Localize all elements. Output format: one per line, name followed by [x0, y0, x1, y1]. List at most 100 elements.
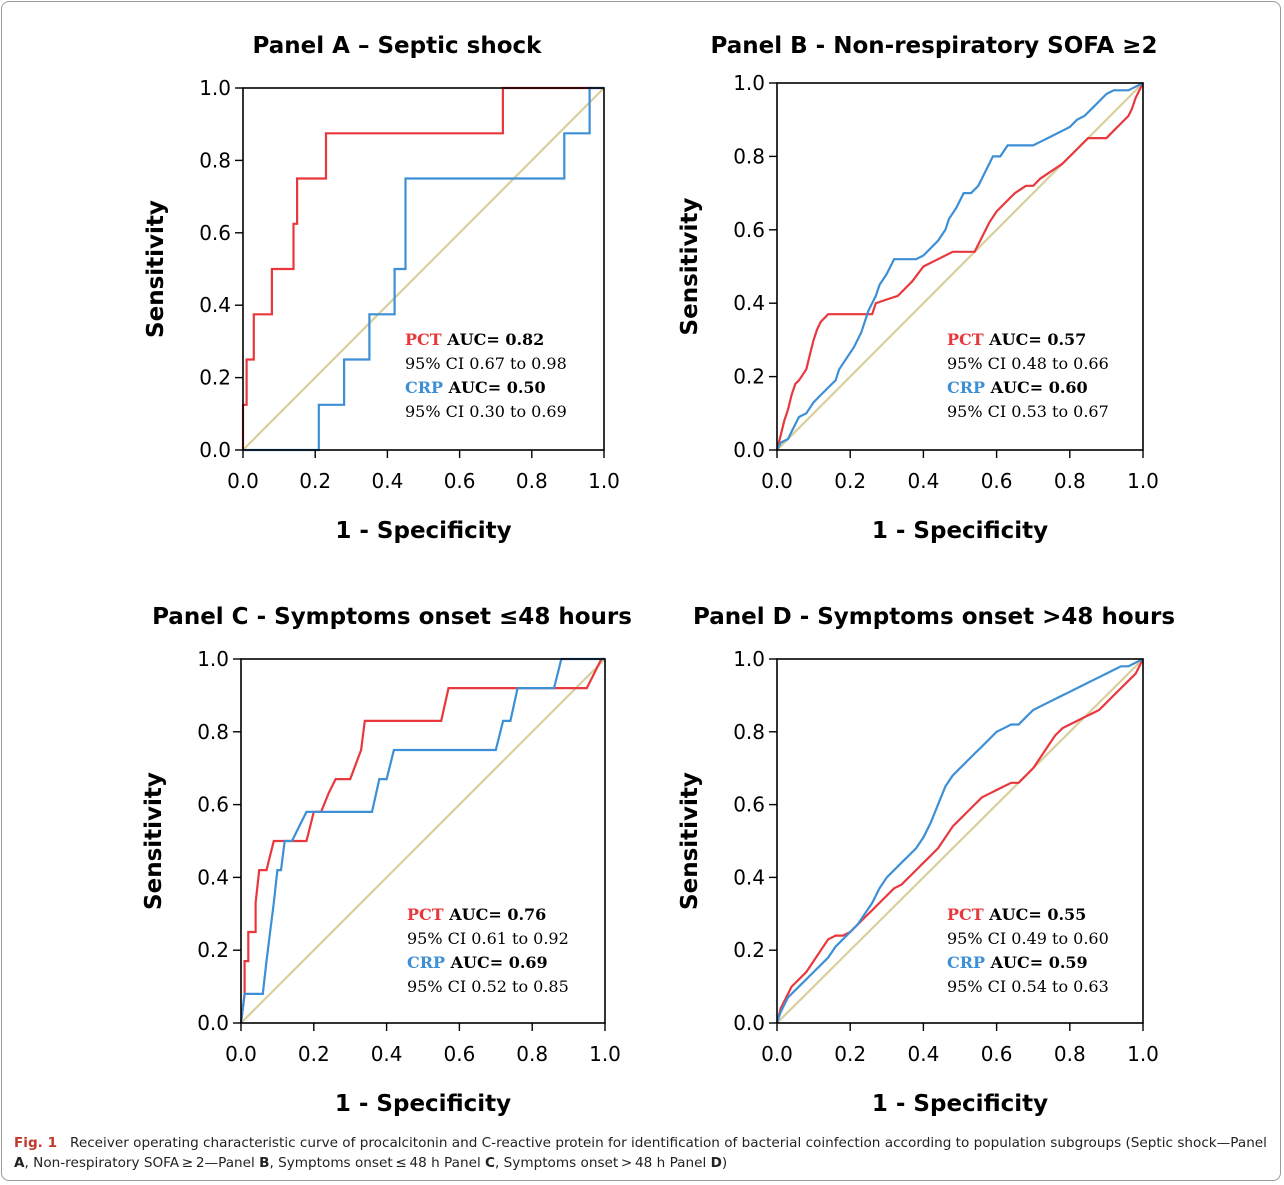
legend-text-span: PCT: [405, 330, 442, 349]
panel-b-y-tick-label: 0.2: [733, 365, 765, 389]
panel-d-plot-area: [776, 658, 1144, 1024]
panel-c-x-tick-label: 0.6: [443, 1042, 475, 1066]
panel-a-y-tick-label: 0.6: [199, 221, 231, 245]
legend-text-span: CRP: [947, 378, 985, 397]
panel-a-y-tick-label: 0.8: [199, 148, 231, 172]
legend-text-span: 95% CI 0.54 to 0.63: [947, 977, 1109, 996]
panel-a-x-tick-label: 0.6: [444, 469, 476, 493]
panel-a-x-tick-label: 1.0: [588, 469, 620, 493]
panel-d: Panel D - Symptoms onset >48 hours 0.0 0.0…: [677, 604, 1175, 1117]
panel-a-pct-curve: [241, 86, 604, 450]
panel-b-y-tick-label: 0.0: [733, 438, 765, 462]
legend-text-span: CRP: [407, 953, 445, 972]
panel-c-crp-curve: [239, 657, 605, 1024]
legend-text-span: AUC= 0.55: [984, 905, 1087, 924]
panel-c-legend: PCT AUC= 0.76 95% CI 0.61 to 0.92 CRP AUC=…: [407, 905, 569, 996]
panel-d-title: Panel D - Symptoms onset >48 hours: [693, 604, 1175, 630]
panel-d-legend: PCT AUC= 0.55 95% CI 0.49 to 0.60 CRP AUC=…: [947, 905, 1109, 996]
panel-d-x-tick-label: 0.2: [834, 1042, 866, 1066]
panel-a-x-tick-label: 0.4: [371, 469, 403, 493]
panel-c-reference-line: [240, 658, 606, 1024]
panel-a: Panel A – Septic shock 0.0 0.0 0.2 0.2 0.4 0.4…: [143, 33, 620, 544]
panel-a-legend-line: PCT AUC= 0.82: [405, 330, 544, 349]
panel-a-y-axis-title: Sensitivity: [143, 200, 169, 338]
legend-text-span: AUC= 0.59: [985, 953, 1088, 972]
panel-a-y-tick-label: 0.0: [199, 438, 231, 462]
panel-a-y-tick-label: 1.0: [199, 76, 231, 100]
panel-c-x-tick-label: 0.8: [516, 1042, 548, 1066]
panel-c-y-tick-label: 0.4: [197, 865, 229, 889]
panel-b: Panel B - Non-respiratory SOFA ≥2 0.0 0.0 0…: [677, 33, 1159, 544]
panel-c-y-tick-label: 0.2: [197, 938, 229, 962]
panel-b-pct-curve: [775, 82, 1144, 451]
panel-d-x-tick-label: 1.0: [1127, 1042, 1159, 1066]
legend-text-span: AUC= 0.82: [442, 330, 545, 349]
legend-text-span: 95% CI 0.52 to 0.85: [407, 977, 569, 996]
panel-d-x-tick-label: 0.6: [981, 1042, 1013, 1066]
panel-b-x-tick-label: 0.8: [1054, 469, 1086, 493]
legend-text-span: 95% CI 0.48 to 0.66: [947, 354, 1109, 373]
panel-b-x-tick-label: 1.0: [1127, 469, 1159, 493]
panel-a-legend-line: CRP AUC= 0.50: [405, 378, 546, 397]
panel-c-legend-line: 95% CI 0.61 to 0.92: [407, 929, 569, 948]
panel-b-plot-area: [776, 82, 1144, 451]
panel-b-legend-line: 95% CI 0.48 to 0.66: [947, 354, 1109, 373]
legend-text-span: PCT: [947, 905, 984, 924]
legend-text-span: AUC= 0.76: [444, 905, 547, 924]
panel-c-legend-line: PCT AUC= 0.76: [407, 905, 546, 924]
panel-d-y-tick-label: 0.8: [733, 720, 765, 744]
panel-a-title: Panel A – Septic shock: [253, 33, 543, 59]
legend-text-span: 95% CI 0.67 to 0.98: [405, 354, 567, 373]
panel-a-legend: PCT AUC= 0.82 95% CI 0.67 to 0.98 CRP AUC=…: [405, 330, 567, 421]
panel-c-x-tick-label: 0.2: [298, 1042, 330, 1066]
panel-b-x-tick-label: 0.4: [907, 469, 939, 493]
panel-b-legend-line: 95% CI 0.53 to 0.67: [947, 402, 1109, 421]
legend-text-span: AUC= 0.60: [985, 378, 1088, 397]
caption-text: Receiver operating characteristic curve …: [14, 1135, 1267, 1171]
panel-b-y-tick-label: 0.8: [733, 144, 765, 168]
panel-d-x-tick-label: 0.0: [761, 1042, 793, 1066]
panel-c: Panel C - Symptoms onset ≤48 hours 0.0 0.0…: [141, 604, 632, 1117]
legend-text-span: CRP: [405, 378, 443, 397]
panel-a-legend-line: 95% CI 0.67 to 0.98: [405, 354, 567, 373]
panel-d-pct-curve: [775, 658, 1144, 1024]
panel-a-x-tick-label: 0.0: [227, 469, 259, 493]
panel-d-legend-line: 95% CI 0.54 to 0.63: [947, 977, 1109, 996]
panel-b-y-axis-title: Sensitivity: [677, 198, 703, 336]
panel-b-x-axis-title: 1 - Specificity: [872, 518, 1048, 544]
panel-d-y-axis-title: Sensitivity: [677, 772, 703, 910]
panel-a-y-tick-label: 0.4: [199, 293, 231, 317]
panel-c-x-tick-label: 0.4: [371, 1042, 403, 1066]
panel-b-legend-line: CRP AUC= 0.60: [947, 378, 1088, 397]
legend-text-span: CRP: [947, 953, 985, 972]
panel-d-x-tick-label: 0.4: [907, 1042, 939, 1066]
panel-d-y-tick-label: 0.6: [733, 793, 765, 817]
panel-c-x-tick-label: 0.0: [225, 1042, 257, 1066]
legend-text-span: 95% CI 0.49 to 0.60: [947, 929, 1109, 948]
legend-text-span: 95% CI 0.30 to 0.69: [405, 402, 567, 421]
legend-text-span: AUC= 0.57: [984, 330, 1087, 349]
panel-b-legend: PCT AUC= 0.57 95% CI 0.48 to 0.66 CRP AUC=…: [947, 330, 1109, 421]
panel-d-y-tick-label: 0.0: [733, 1011, 765, 1035]
figure-label: Fig. 1: [14, 1135, 58, 1151]
panel-c-legend-line: 95% CI 0.52 to 0.85: [407, 977, 569, 996]
figure-caption: Fig. 1 Receiver operating characteristic…: [14, 1133, 1270, 1173]
panel-a-plot-area: [242, 87, 605, 451]
panel-c-plot-area: [240, 658, 606, 1024]
panel-d-crp-curve: [775, 658, 1144, 1024]
panel-b-y-tick-label: 0.4: [733, 291, 765, 315]
panel-c-y-tick-label: 0.8: [197, 720, 229, 744]
panel-b-title: Panel B - Non-respiratory SOFA ≥2: [711, 33, 1158, 59]
panel-c-y-tick-label: 0.6: [197, 793, 229, 817]
panel-d-x-axis-title: 1 - Specificity: [872, 1091, 1048, 1117]
panel-a-x-axis-title: 1 - Specificity: [335, 518, 511, 544]
panel-d-y-tick-label: 0.2: [733, 938, 765, 962]
legend-text-span: PCT: [407, 905, 444, 924]
panel-a-reference-line: [242, 87, 605, 451]
legend-text-span: AUC= 0.69: [445, 953, 548, 972]
panel-d-legend-line: PCT AUC= 0.55: [947, 905, 1086, 924]
panel-c-title: Panel C - Symptoms onset ≤48 hours: [152, 604, 632, 630]
legend-text-span: AUC= 0.50: [443, 378, 546, 397]
panel-c-y-axis-title: Sensitivity: [141, 772, 167, 910]
